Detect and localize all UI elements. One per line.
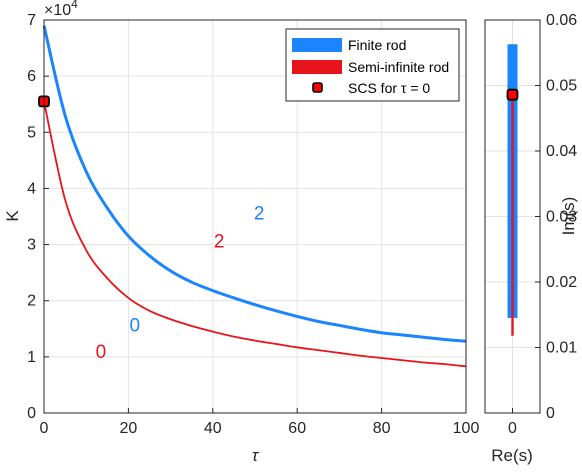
x-tick-label: 100 (453, 420, 480, 437)
y-tick-label: 7 (27, 12, 36, 29)
im-tick-label: 0.01 (546, 340, 577, 357)
curve-annotation: 0 (129, 316, 140, 337)
y-tick-label: 4 (27, 180, 36, 197)
re-tick-label: 0 (508, 420, 517, 437)
x-tick-label: 60 (288, 420, 306, 437)
main-plot-frame (43, 19, 467, 414)
re-axis-label: Re(s) (491, 446, 533, 465)
legend-label-semi-infinite: Semi-infinite rod (348, 59, 449, 75)
y-tick-label: 5 (27, 124, 36, 141)
series-line-semi-infinite-rod (43, 101, 467, 368)
complex-plane-ticks: 0 0.01 0.02 0.03 0.04 0.05 0.06 0 (508, 12, 577, 437)
im-tick-label: 0 (546, 405, 555, 422)
im-tick-label: 0.03 (546, 209, 577, 226)
legend-swatch-finite (292, 38, 342, 52)
y-tick-label: 2 (27, 293, 36, 310)
legend-swatch-semi-infinite (292, 60, 342, 74)
y-tick-label: 0 (27, 405, 36, 422)
im-tick-label: 0.04 (546, 143, 577, 160)
y-exponent-label: ×104 (44, 0, 78, 19)
x-tick-label: 0 (40, 420, 49, 437)
scs-marker (506, 88, 519, 101)
im-tick-label: 0.02 (546, 274, 577, 291)
x-tick-label: 20 (120, 420, 138, 437)
im-tick-label: 0.05 (546, 78, 577, 95)
series-line-finite-rod (42, 25, 467, 343)
legend-marker-scs (312, 82, 323, 93)
main-plot-series (42, 25, 467, 368)
curve-annotation: 2 (254, 203, 265, 224)
complex-plane-plot: 0 0.01 0.02 0.03 0.04 0.05 0.06 0 Re(s) Im(s) (484, 12, 578, 465)
y-tick-label: 6 (27, 68, 36, 85)
x-tick-label: 40 (204, 420, 222, 437)
legend-label-finite: Finite rod (348, 37, 406, 53)
y-tick-label: 3 (27, 237, 36, 254)
im-axis-label: Im(s) (559, 197, 578, 236)
y-axis-label: K (3, 210, 22, 222)
legend: Finite rod Semi-infinite rod SCS for τ =… (285, 28, 460, 102)
complex-plane-markers (506, 88, 519, 101)
x-axis-label: τ (252, 446, 260, 465)
legend-label-scs: SCS for τ = 0 (348, 80, 430, 96)
curve-annotation: 0 (96, 342, 107, 363)
curve-annotation: 2 (214, 231, 225, 252)
y-tick-label: 1 (27, 349, 36, 366)
im-tick-label: 0.06 (546, 12, 577, 29)
y-exponent-power: 4 (71, 0, 78, 11)
x-tick-label: 80 (373, 420, 391, 437)
